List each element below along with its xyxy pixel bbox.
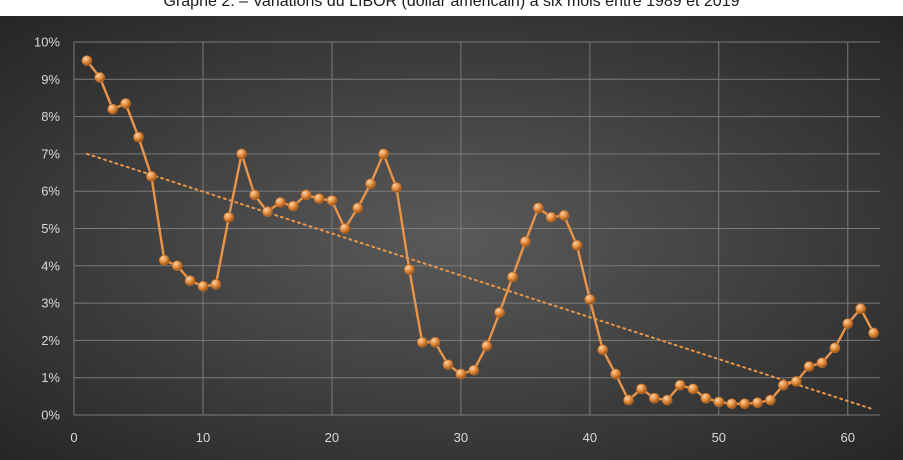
data-point <box>610 368 621 380</box>
y-tick-label: 4% <box>41 258 60 273</box>
data-point <box>455 368 467 380</box>
data-point <box>829 342 841 354</box>
data-point <box>197 281 209 292</box>
data-point <box>558 210 570 221</box>
x-axis-ticks: 0 10 20 30 40 50 60 <box>70 430 855 445</box>
data-point <box>803 361 815 372</box>
data-point <box>223 212 235 223</box>
data-point <box>520 236 531 247</box>
x-tick-label: 30 <box>454 430 468 445</box>
data-point <box>855 303 866 314</box>
data-point <box>842 318 854 329</box>
data-point <box>391 182 402 193</box>
y-tick-label: 9% <box>41 72 60 87</box>
data-point <box>313 193 325 204</box>
data-point <box>300 189 312 201</box>
x-tick-label: 0 <box>70 430 77 445</box>
data-point <box>275 197 286 208</box>
data-point <box>649 392 660 404</box>
y-tick-label: 10% <box>34 35 60 50</box>
data-point <box>584 294 596 305</box>
data-point <box>752 397 763 408</box>
data-point <box>468 364 480 376</box>
x-tick-label: 60 <box>841 430 855 445</box>
data-point <box>262 206 273 218</box>
trendline <box>85 152 875 411</box>
data-point <box>816 357 828 369</box>
data-point <box>765 394 776 406</box>
y-tick-label: 1% <box>41 370 60 385</box>
data-point <box>107 103 118 115</box>
data-point <box>494 307 505 318</box>
data-point <box>442 359 454 370</box>
chart-background <box>0 16 903 460</box>
data-point <box>249 189 260 201</box>
data-point <box>120 98 131 109</box>
data-point <box>133 131 144 143</box>
series-group <box>81 55 879 410</box>
data-point <box>236 148 247 160</box>
data-point <box>545 212 557 223</box>
data-point <box>94 72 106 83</box>
data-point <box>868 327 879 339</box>
chart-title: Graphe 2. – Variations du LIBOR (dollar … <box>163 0 740 10</box>
data-point <box>184 275 196 287</box>
y-tick-label: 5% <box>41 221 60 236</box>
data-point <box>507 271 518 283</box>
data-point <box>171 260 183 272</box>
data-point <box>636 383 647 395</box>
data-point <box>365 178 376 190</box>
data-point <box>532 202 544 214</box>
data-point <box>287 200 299 212</box>
y-tick-label: 0% <box>41 408 60 423</box>
y-tick-label: 2% <box>41 333 60 348</box>
data-point <box>481 340 492 352</box>
data-point <box>429 336 441 348</box>
x-tick-label: 20 <box>325 430 339 445</box>
data-point <box>378 148 389 160</box>
data-point <box>739 398 750 410</box>
y-tick-label: 3% <box>41 296 60 311</box>
y-tick-label: 7% <box>41 146 60 161</box>
y-axis-ticks: 0% 1% 2% 3% 4% 5% 6% 7% 8% 9% 10% <box>34 35 60 423</box>
data-point <box>210 279 222 290</box>
data-point <box>416 336 428 348</box>
data-point <box>777 379 789 391</box>
grid-lines <box>73 41 880 416</box>
data-point <box>623 394 634 406</box>
data-point <box>661 394 673 406</box>
x-tick-label: 10 <box>196 430 210 445</box>
data-point <box>326 195 338 206</box>
trendline-path <box>85 152 875 411</box>
data-point <box>790 376 802 387</box>
y-tick-label: 8% <box>41 109 60 124</box>
data-point <box>726 398 737 410</box>
data-point <box>674 379 686 391</box>
data-point <box>713 396 725 408</box>
data-point <box>403 264 415 275</box>
y-tick-label: 6% <box>41 184 60 199</box>
data-point <box>597 344 609 356</box>
x-tick-label: 40 <box>583 430 597 445</box>
data-point <box>158 254 170 266</box>
data-point <box>687 383 699 395</box>
data-point <box>146 170 157 182</box>
data-point <box>81 55 93 66</box>
x-tick-label: 50 <box>712 430 726 445</box>
data-point <box>571 239 583 251</box>
data-point <box>352 202 364 214</box>
data-point <box>700 392 712 404</box>
data-point <box>339 223 351 234</box>
